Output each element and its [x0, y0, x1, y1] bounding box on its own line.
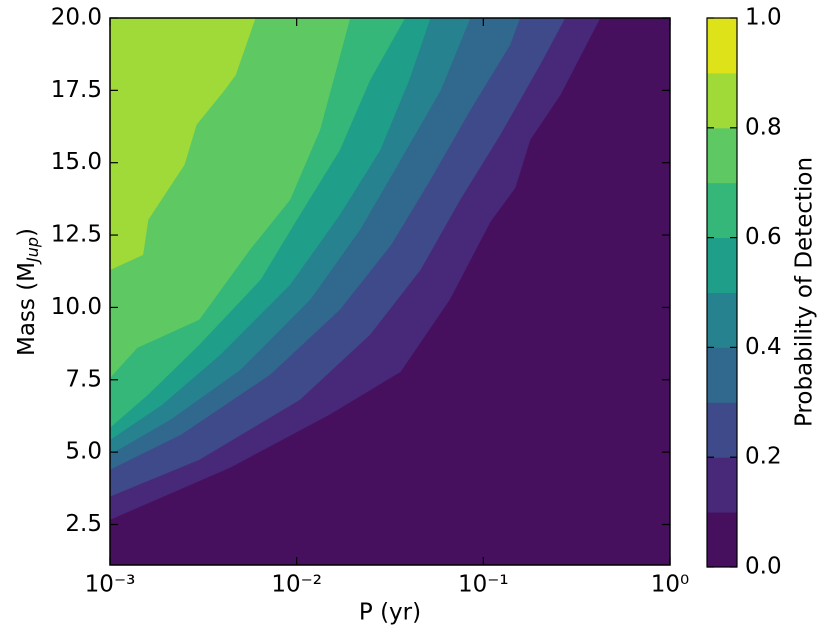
colorbar-band: [707, 512, 737, 568]
colorbar-tick-label: 0.6: [745, 224, 782, 250]
y-tick-label: 10.0: [51, 294, 102, 320]
colorbar-tick-label: 1.0: [745, 5, 782, 31]
colorbar-band: [707, 237, 737, 293]
colorbar-band: [707, 457, 737, 513]
colorbar-band: [707, 72, 737, 129]
x-tick-label: 10⁻³: [85, 572, 136, 598]
colorbar-label: Probability of Detection: [792, 157, 818, 427]
colorbar-frame: [706, 17, 738, 568]
y-tick-label: 17.5: [51, 77, 102, 103]
y-axis-label-end: ): [14, 228, 40, 237]
y-tick-label: 12.5: [51, 222, 102, 248]
plot-frame: [109, 17, 671, 566]
colorbar-tick-label: 0.4: [745, 334, 782, 360]
y-tick-label: 20.0: [51, 5, 102, 31]
x-axis-label: P (yr): [359, 600, 421, 626]
colorbar-tick-label: 0.0: [745, 554, 782, 580]
x-tick-label: 10⁻¹: [458, 572, 509, 598]
y-tick-label: 5.0: [65, 439, 102, 465]
colorbar-band: [707, 18, 737, 74]
y-axis-label-sub: Jup: [23, 237, 42, 265]
colorbar-band: [707, 402, 737, 458]
y-axis-label: Mass (MJup): [14, 228, 42, 356]
colorbar-band: [707, 292, 737, 348]
colorbar-band: [707, 127, 737, 184]
y-tick-label: 2.5: [65, 511, 102, 537]
y-tick-label: 7.5: [65, 366, 102, 392]
x-tick-label: 10⁻²: [271, 572, 322, 598]
x-tick-label: 10⁰: [651, 572, 690, 598]
y-tick-label: 15.0: [51, 149, 102, 175]
colorbar-tick-label: 0.8: [745, 114, 782, 140]
y-axis-label-main: Mass (M: [14, 262, 40, 356]
colorbar-band: [707, 182, 737, 239]
colorbar-band: [707, 347, 737, 403]
colorbar-tick-label: 0.2: [745, 444, 782, 470]
